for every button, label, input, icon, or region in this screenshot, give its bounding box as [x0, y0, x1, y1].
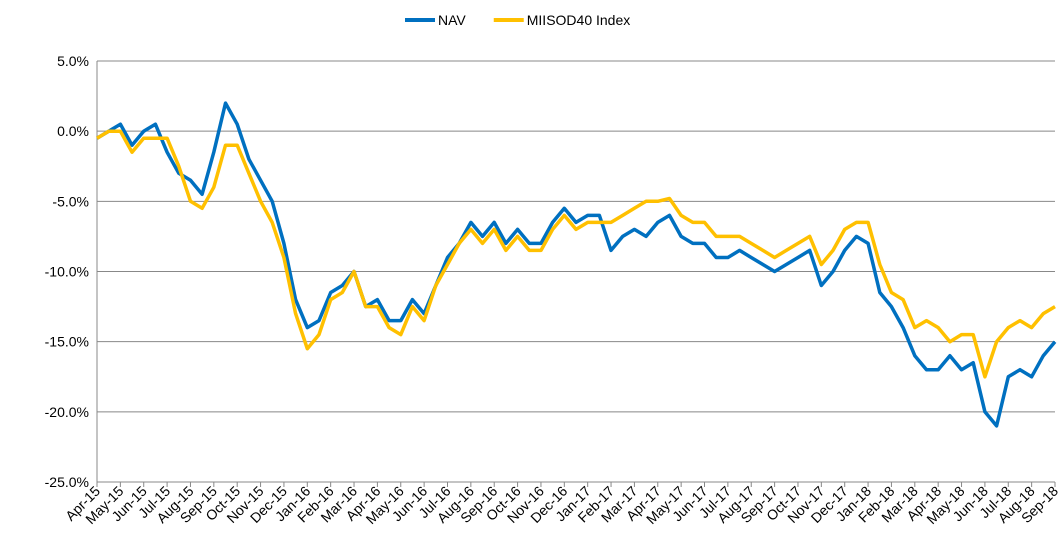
series-line — [96, 129, 1056, 379]
y-tick-label: -15.0% — [45, 334, 89, 350]
y-tick-label: 5.0% — [57, 53, 89, 69]
legend-label: MIISOD40 Index — [527, 12, 631, 28]
y-tick-label: -10.0% — [45, 264, 89, 280]
y-tick-label: -25.0% — [45, 474, 89, 490]
y-tick-label: -20.0% — [45, 404, 89, 420]
y-tick-label: 0.0% — [57, 123, 89, 139]
legend-label: NAV — [438, 12, 466, 28]
series-line — [96, 101, 1057, 428]
y-tick-label: -5.0% — [52, 193, 89, 209]
